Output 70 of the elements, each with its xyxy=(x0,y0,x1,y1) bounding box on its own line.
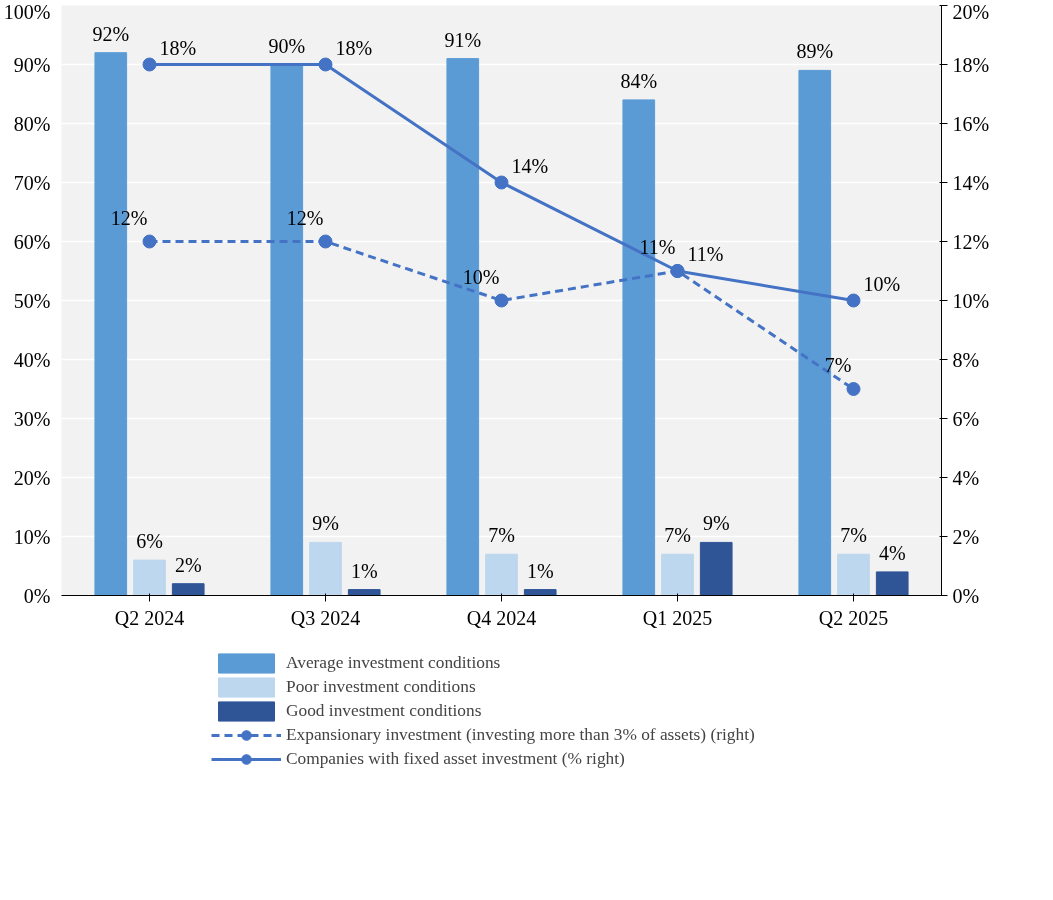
x-tick-label: Q3 2024 xyxy=(290,606,361,629)
data-label: 18% xyxy=(159,36,197,59)
y2-tick-label: 14% xyxy=(952,171,990,194)
data-label: 9% xyxy=(312,512,339,535)
bar xyxy=(133,559,166,596)
y-tick-label: 90% xyxy=(13,53,51,76)
point xyxy=(142,57,157,72)
x-tick-label: Q4 2024 xyxy=(466,606,537,629)
y2-tick-label: 12% xyxy=(952,230,990,253)
legend-label: Expansionary investment (investing more than 3% of assets) (right) xyxy=(286,724,755,746)
x-tick-label: Q1 2025 xyxy=(642,606,713,629)
y-tick-label: 0% xyxy=(23,584,51,607)
data-label: 11% xyxy=(687,243,724,265)
y2-tick-label: 16% xyxy=(952,112,990,135)
data-label: 9% xyxy=(702,512,730,535)
legend-label: Companies with fixed asset investment (% right) xyxy=(286,748,625,770)
y-tick-label: 80% xyxy=(13,112,51,135)
y2-tick-label: 6% xyxy=(952,407,980,430)
data-label: 18% xyxy=(335,36,373,59)
legend-label: Average investment conditions xyxy=(286,652,501,674)
x-tick-label: Q2 2025 xyxy=(818,606,889,629)
point xyxy=(846,382,861,396)
data-label: 7% xyxy=(488,524,515,547)
y-tick-label: 30% xyxy=(13,407,51,430)
y-tick-label: 10% xyxy=(13,525,51,548)
data-label: 14% xyxy=(511,154,549,177)
bar xyxy=(309,541,342,596)
point xyxy=(494,175,509,190)
point xyxy=(318,57,333,72)
y2-tick-label: 4% xyxy=(952,466,980,489)
data-label: 2% xyxy=(174,553,202,576)
data-label: 89% xyxy=(796,40,834,63)
y2-tick-label: 2% xyxy=(952,525,980,548)
x-tick-label: Q2 2024 xyxy=(114,606,185,629)
bar xyxy=(837,553,870,596)
data-label: 1% xyxy=(350,559,378,582)
bar xyxy=(485,553,518,596)
data-label: 7% xyxy=(840,524,867,547)
data-label: 7% xyxy=(664,524,691,547)
data-label: 1% xyxy=(526,559,554,582)
y2-tick-label: 20% xyxy=(952,0,990,23)
data-label: 91% xyxy=(444,28,482,51)
data-label: 6% xyxy=(136,530,163,553)
point xyxy=(494,293,509,308)
point xyxy=(142,234,157,249)
data-label: 92% xyxy=(92,22,130,45)
bar xyxy=(523,589,557,596)
bar xyxy=(699,541,733,596)
data-label: 10% xyxy=(863,272,901,295)
y-tick-label: 100% xyxy=(3,0,51,23)
data-label: 4% xyxy=(878,541,906,564)
bar xyxy=(661,553,694,596)
bar xyxy=(875,571,909,596)
point xyxy=(318,234,333,249)
y-tick-label: 60% xyxy=(13,230,51,253)
y-tick-label: 50% xyxy=(13,289,51,312)
bar xyxy=(171,583,205,596)
y-tick-label: 20% xyxy=(13,466,51,489)
y2-tick-label: 18% xyxy=(952,53,990,76)
legend-label: Poor investment conditions xyxy=(286,676,476,698)
y2-tick-label: 0% xyxy=(952,584,980,607)
bar xyxy=(347,589,381,596)
y-tick-label: 70% xyxy=(13,171,51,194)
point xyxy=(846,293,861,308)
legend-label: Good investment conditions xyxy=(286,700,482,722)
data-label: 84% xyxy=(620,69,658,92)
data-label: 90% xyxy=(268,34,306,57)
y2-tick-label: 8% xyxy=(952,348,980,371)
y-tick-label: 40% xyxy=(13,348,51,371)
y2-tick-label: 10% xyxy=(952,289,990,312)
